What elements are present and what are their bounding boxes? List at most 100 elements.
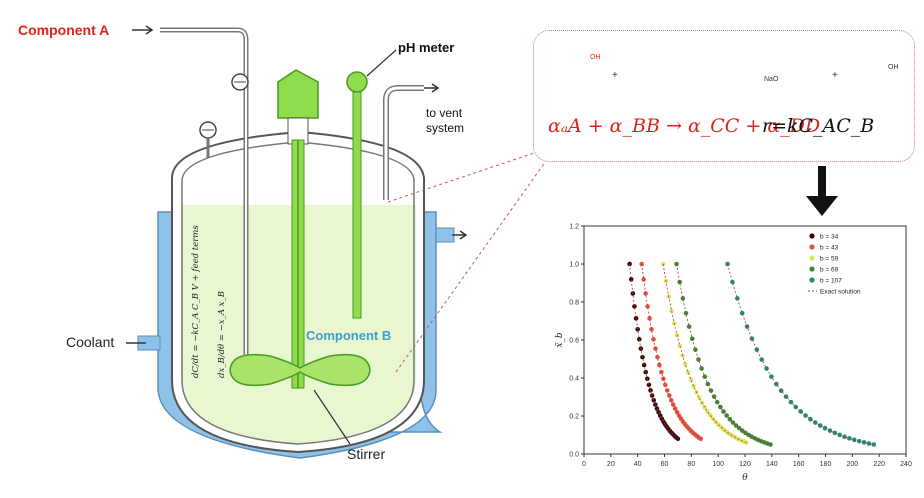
- series-point: [866, 441, 872, 446]
- series-point: [754, 347, 760, 352]
- legend-label: b = 107: [820, 278, 842, 285]
- x-tick-label: 140: [766, 461, 778, 468]
- series-point: [698, 436, 704, 442]
- legend-marker: [809, 277, 815, 283]
- x-tick-label: 20: [607, 461, 615, 468]
- x-tick-label: 60: [661, 461, 669, 468]
- ph-meter-bulb: [346, 71, 368, 93]
- legend-marker: [809, 244, 815, 250]
- series-point: [696, 395, 702, 401]
- plus-sign-2: +: [832, 70, 838, 81]
- series-point: [668, 397, 674, 403]
- series-point: [639, 261, 644, 267]
- molecule-oh-1: OH: [590, 54, 601, 61]
- y-tick-label: 0.2: [569, 414, 579, 421]
- series-point: [674, 261, 679, 267]
- ph-meter-probe: [352, 91, 362, 319]
- vent-arrow: [424, 83, 440, 93]
- series-point: [677, 343, 683, 349]
- series-point: [632, 304, 637, 309]
- exact-solution-line: [629, 263, 679, 440]
- vent-label-line1: to vent: [426, 106, 463, 120]
- svg-text:dC/dt = −kC_A C_B V + feed ter: dC/dt = −kC_A C_B V + feed terms: [191, 225, 201, 378]
- series-point: [663, 382, 668, 388]
- exact-solution-line: [676, 263, 771, 445]
- vent-label: to vent system: [426, 106, 464, 136]
- series-point: [735, 296, 740, 301]
- series-point: [653, 402, 658, 407]
- series-point: [847, 436, 852, 441]
- series-point: [686, 324, 692, 329]
- series-point: [711, 394, 717, 399]
- x-tick-label: 100: [712, 461, 724, 468]
- series-point: [718, 404, 723, 410]
- series-point: [768, 442, 773, 447]
- molecule-nao: NaO: [764, 76, 779, 83]
- series-point: [708, 388, 714, 393]
- coolant-label: Coolant: [66, 334, 115, 350]
- x-axis-label: θ: [742, 473, 748, 483]
- ph-meter-label: pH meter: [398, 40, 455, 55]
- series-point: [691, 383, 696, 389]
- plot-area: [583, 225, 907, 455]
- stirrer-impeller: [229, 353, 371, 387]
- series-point: [744, 440, 749, 445]
- exact-solution-line: [662, 263, 747, 443]
- stirrer-motor: [277, 69, 319, 119]
- series-point: [666, 393, 672, 398]
- series-point: [683, 310, 689, 316]
- legend-label: b = 43: [820, 245, 839, 252]
- y-tick-label: 0.8: [569, 300, 579, 307]
- y-axis-label: x̃_b: [554, 332, 565, 348]
- y-tick-label: 1.2: [569, 224, 579, 231]
- series-point: [640, 354, 645, 360]
- legend-marker: [809, 233, 815, 239]
- series-point: [636, 337, 642, 342]
- series-point: [641, 362, 647, 368]
- down-arrow-icon: [806, 166, 838, 216]
- legend-label: b = 34: [820, 234, 839, 241]
- series-point: [725, 261, 730, 267]
- series-point: [739, 310, 745, 316]
- series-point: [696, 357, 701, 362]
- series-point: [764, 366, 769, 371]
- x-tick-label: 80: [687, 461, 695, 468]
- series-point: [680, 296, 686, 301]
- exact-solution-line: [641, 263, 701, 440]
- reaction-equation: αₐA + α_BB → α_CC + α_DD: [548, 115, 821, 137]
- series-point: [749, 336, 755, 341]
- plus-sign-1: +: [612, 70, 618, 81]
- series-point: [685, 370, 691, 375]
- series-point: [827, 428, 833, 433]
- component-a-arrow: [132, 25, 154, 35]
- zoom-connector-lower: [395, 157, 549, 373]
- y-tick-label: 0.0: [569, 452, 579, 459]
- series-point: [649, 326, 654, 332]
- x-tick-label: 40: [634, 461, 642, 468]
- reaction-box: [533, 30, 915, 162]
- legend-marker: [809, 255, 815, 261]
- legend-marker: [809, 266, 815, 272]
- rate-law: r=kC_AC_B: [762, 115, 875, 137]
- x-tick-label: 120: [739, 461, 751, 468]
- series-point: [647, 316, 652, 321]
- coolant-outlet: [435, 227, 455, 243]
- series-point: [651, 397, 657, 403]
- x-tick-label: 220: [873, 461, 885, 468]
- series-point: [633, 316, 639, 321]
- legend-label: b = 69: [820, 267, 839, 274]
- series-point: [660, 261, 666, 267]
- legend-label: b = 59: [820, 256, 839, 263]
- series-point: [677, 279, 683, 285]
- series-point: [646, 382, 652, 388]
- y-tick-label: 0.6: [569, 338, 579, 345]
- molecule-oh-2: OH: [888, 64, 899, 71]
- coolant-outlet-arrow: [452, 230, 468, 240]
- series-point: [817, 423, 823, 428]
- y-tick-label: 0.4: [569, 376, 579, 383]
- x-tick-label: 240: [900, 461, 912, 468]
- chart: 0 20 40 60 80 100 120 140 160 180 200 220 240 0.0 0.2 0…: [554, 224, 912, 484]
- x-tick-label: 200: [846, 461, 858, 468]
- series-point: [730, 279, 735, 285]
- series-point: [702, 405, 708, 410]
